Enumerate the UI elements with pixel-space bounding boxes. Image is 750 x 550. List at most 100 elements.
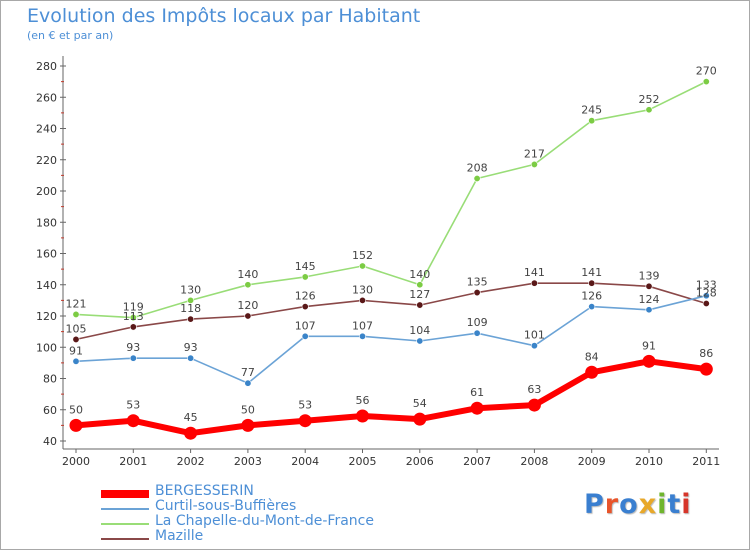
data-point: [473, 289, 481, 297]
logo-letter: i: [681, 489, 692, 520]
data-point: [301, 332, 309, 340]
series-line: [73, 358, 710, 437]
data-label: 141: [524, 266, 545, 279]
legend-swatch: [101, 490, 149, 498]
x-tick-label: 2007: [463, 455, 491, 468]
data-label: 120: [237, 299, 258, 312]
legend-label: Mazille: [155, 528, 204, 544]
data-label: 126: [581, 290, 602, 303]
data-point: [702, 78, 710, 86]
logo-letter: o: [619, 489, 639, 520]
x-tick-label: 2009: [578, 455, 606, 468]
data-label: 126: [295, 290, 316, 303]
chart-subtitle: (en € et par an): [27, 29, 114, 42]
data-label: 45: [184, 411, 198, 424]
data-label: 93: [126, 341, 140, 354]
y-tick-label: 280: [36, 60, 57, 73]
data-label: 93: [184, 341, 198, 354]
data-point: [645, 282, 653, 290]
data-label: 128: [696, 287, 717, 300]
data-label: 140: [237, 268, 258, 281]
data-label: 105: [66, 322, 87, 335]
data-point: [588, 303, 596, 311]
data-point: [585, 365, 599, 379]
series-line: [75, 282, 708, 341]
data-label: 63: [527, 383, 541, 396]
series-lines: [73, 80, 710, 437]
data-point: [645, 306, 653, 314]
data-point: [184, 426, 198, 440]
data-label: 54: [413, 397, 427, 410]
x-tick-label: 2005: [349, 455, 377, 468]
data-point: [126, 414, 140, 428]
data-label: 135: [467, 276, 488, 289]
data-label: 245: [581, 104, 602, 117]
legend-label: Curtil-sous-Buffières: [155, 498, 297, 514]
x-tick-label: 2008: [520, 455, 548, 468]
data-label: 121: [66, 297, 87, 310]
series-line: [75, 80, 708, 319]
data-point: [244, 379, 252, 387]
data-point: [699, 362, 713, 376]
data-label: 91: [69, 344, 83, 357]
data-label: 61: [470, 386, 484, 399]
data-label: 124: [639, 293, 660, 306]
x-tick-label: 2003: [234, 455, 262, 468]
data-labels: 50 53 45 50 53 56 54 61 63 84 91 86 91 93 93 77 107 107 10…: [66, 65, 717, 425]
series-points: [69, 78, 713, 440]
legend-swatch: [101, 523, 149, 525]
x-tick-label: 2004: [291, 455, 319, 468]
data-label: 130: [352, 283, 373, 296]
data-point: [702, 292, 710, 300]
data-point: [358, 332, 366, 340]
y-tick-label: 220: [36, 154, 57, 167]
data-label: 119: [123, 301, 144, 314]
data-label: 50: [241, 403, 255, 416]
data-label: 140: [409, 268, 430, 281]
data-point: [129, 354, 137, 362]
data-label: 139: [639, 269, 660, 282]
data-label: 113: [123, 310, 144, 323]
data-point: [244, 281, 252, 289]
data-label: 107: [352, 319, 373, 332]
data-point: [416, 337, 424, 345]
data-point: [470, 401, 484, 415]
y-tick-label: 160: [36, 248, 57, 261]
data-label: 145: [295, 260, 316, 273]
x-tick-label: 2002: [177, 455, 205, 468]
data-point: [530, 279, 538, 287]
chart-title: Evolution des Impôts locaux par Habitant: [27, 5, 421, 27]
data-label: 104: [409, 324, 430, 337]
data-label: 270: [696, 65, 717, 78]
logo-letter: x: [638, 489, 658, 520]
data-point: [301, 303, 309, 311]
proxiti-logo: Proxiti: [584, 489, 692, 520]
data-point: [129, 314, 137, 322]
data-point: [187, 354, 195, 362]
data-label: 84: [585, 350, 599, 363]
data-point: [530, 160, 538, 168]
data-label: 208: [467, 162, 488, 175]
data-label: 217: [524, 147, 545, 160]
data-point: [358, 296, 366, 304]
legend-label: BERGESSERIN: [155, 483, 254, 499]
data-point: [69, 418, 83, 432]
data-point: [129, 323, 137, 331]
legend-swatch: [101, 538, 149, 540]
y-tick-label: 80: [43, 373, 57, 386]
data-point: [588, 279, 596, 287]
x-tick-label: 2010: [635, 455, 663, 468]
data-label: 127: [409, 288, 430, 301]
axes: 40 60 80 100 120 140 160 180 200 220 240 260 280 2000…: [36, 56, 720, 468]
data-label: 133: [696, 279, 717, 292]
data-point: [642, 354, 656, 368]
data-point: [413, 412, 427, 426]
legend-label: La Chapelle-du-Mont-de-France: [155, 513, 374, 529]
data-point: [702, 299, 710, 307]
y-tick-label: 240: [36, 123, 57, 136]
data-point: [72, 357, 80, 365]
data-point: [588, 117, 596, 125]
data-point: [356, 409, 369, 423]
data-point: [416, 301, 424, 309]
